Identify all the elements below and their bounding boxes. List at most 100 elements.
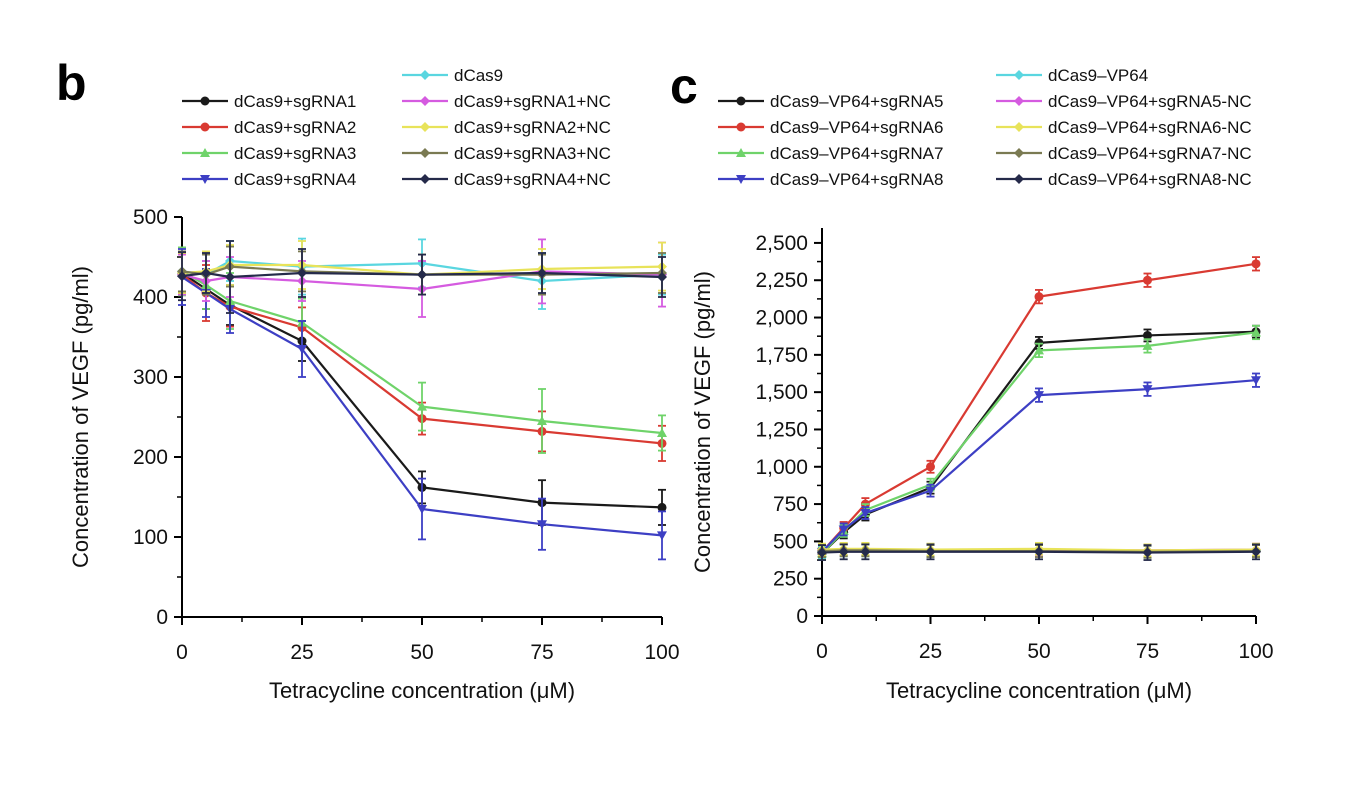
legend-label: dCas9–VP64+sgRNA5	[770, 92, 943, 111]
legend-marker	[1014, 174, 1024, 184]
y-tick-label: 250	[773, 568, 808, 591]
data-point	[297, 345, 307, 354]
legend-marker	[420, 70, 430, 80]
data-point	[417, 505, 427, 514]
legend: dCas9+sgRNA1 dCas9+sgRNA2 dCas9+sgRNA3 dCas…	[182, 66, 611, 189]
legend-marker	[1014, 96, 1024, 106]
data-point	[817, 547, 827, 558]
y-tick-label: 0	[796, 605, 808, 628]
legend-label: dCas9+sgRNA3	[234, 144, 356, 163]
data-point	[657, 531, 667, 541]
x-tick-label: 0	[176, 641, 188, 664]
legend-label: dCas9+sgRNA1	[234, 92, 356, 111]
legend-marker	[420, 122, 430, 132]
series-4	[817, 372, 1261, 559]
y-axis-title: Concentration of VEGF (pg/ml)	[68, 266, 93, 568]
data-point	[201, 268, 211, 278]
legend-marker	[736, 122, 746, 132]
legend-marker	[420, 96, 430, 106]
y-tick-label: 0	[156, 606, 168, 629]
y-tick-label: 1,750	[755, 344, 808, 367]
y-axis-title: Concentration of VEGF (pg/ml)	[690, 271, 715, 573]
data-point	[1251, 327, 1261, 337]
y-tick-label: 500	[773, 530, 808, 553]
data-point	[177, 271, 187, 282]
data-point	[1251, 546, 1261, 557]
data-point	[1142, 340, 1153, 350]
legend-marker	[200, 175, 210, 184]
y-tick-label: 300	[133, 366, 168, 389]
legend-item: dCas9–VP64+sgRNA8-NC	[996, 170, 1252, 189]
data-point	[1251, 376, 1261, 386]
legend-item: dCas9+sgRNA3+NC	[402, 144, 611, 163]
data-point	[925, 546, 936, 557]
legend-label: dCas9–VP64+sgRNA6	[770, 118, 943, 137]
legend-item: dCas9+sgRNA1+NC	[402, 92, 611, 111]
y-tick-label: 1,000	[755, 456, 808, 479]
legend-marker	[200, 148, 210, 157]
legend-item: dCas9–VP64	[996, 66, 1148, 85]
legend-item: dCas9+sgRNA4	[182, 170, 356, 189]
x-tick-label: 75	[1136, 640, 1159, 663]
legend-label: dCas9–VP64+sgRNA8-NC	[1048, 170, 1252, 189]
x-tick-label: 75	[530, 641, 553, 664]
legend-marker	[736, 148, 746, 157]
y-tick-label: 500	[133, 206, 168, 229]
data-point	[926, 462, 935, 472]
data-point	[1143, 275, 1152, 285]
data-point	[838, 525, 849, 535]
legend-marker	[200, 122, 210, 132]
data-point	[925, 486, 936, 496]
legend-item: dCas9–VP64+sgRNA6-NC	[996, 118, 1252, 137]
legend-marker	[1014, 122, 1024, 132]
legend-item: dCas9+sgRNA1	[182, 92, 356, 111]
legend-marker	[420, 174, 430, 184]
legend-marker	[1014, 70, 1024, 80]
legend-label: dCas9+sgRNA2+NC	[454, 118, 611, 137]
x-tick-label: 100	[1238, 640, 1273, 663]
legend-label: dCas9+sgRNA2	[234, 118, 356, 137]
y-tick-label: 2,250	[755, 269, 808, 292]
legend-marker	[1014, 148, 1024, 158]
data-point	[225, 272, 235, 282]
panel-letter: b	[56, 55, 87, 111]
legend-item: dCas9+sgRNA2+NC	[402, 118, 611, 137]
panel-b: b 0 100 200 300 400 500 0 25 50 75 100 Tetracycline …	[56, 55, 680, 703]
legend: dCas9–VP64+sgRNA5 dCas9–VP64+sgRNA6 dCas9–…	[718, 66, 1252, 189]
legend-label: dCas9+sgRNA4	[234, 170, 356, 189]
series-9	[817, 543, 1261, 561]
x-tick-label: 50	[410, 641, 433, 664]
y-tick-label: 1,250	[755, 418, 808, 441]
data-point	[537, 520, 547, 530]
legend-label: dCas9–VP64+sgRNA7-NC	[1048, 144, 1252, 163]
x-tick-label: 25	[290, 641, 313, 664]
legend-label: dCas9	[454, 66, 503, 85]
legend-label: dCas9–VP64+sgRNA8	[770, 170, 943, 189]
data-point	[417, 401, 427, 411]
y-tick-label: 200	[133, 446, 168, 469]
series-3	[817, 324, 1261, 561]
data-point	[657, 502, 667, 512]
x-tick-label: 25	[919, 640, 942, 663]
series-line	[821, 379, 1257, 553]
y-tick-label: 100	[133, 526, 168, 549]
legend-marker	[420, 148, 430, 158]
y-tick-label: 2,500	[755, 232, 808, 255]
legend-item: dCas9–VP64+sgRNA7-NC	[996, 144, 1252, 163]
legend-item: dCas9–VP64+sgRNA5	[718, 92, 943, 111]
legend-label: dCas9+sgRNA3+NC	[454, 144, 611, 163]
legend-label: dCas9–VP64+sgRNA7	[770, 144, 943, 163]
data-point	[1034, 391, 1044, 401]
legend-marker	[200, 96, 210, 106]
legend-item: dCas9–VP64+sgRNA7	[718, 144, 943, 163]
x-tick-label: 50	[1027, 640, 1050, 663]
data-point	[657, 428, 667, 437]
data-point	[860, 546, 871, 557]
legend-marker	[736, 175, 746, 184]
panel-letter: c	[670, 58, 698, 114]
legend-label: dCas9–VP64+sgRNA6-NC	[1048, 118, 1252, 137]
legend-item: dCas9–VP64+sgRNA6	[718, 118, 943, 137]
legend-label: dCas9+sgRNA4+NC	[454, 170, 611, 189]
legend-item: dCas9	[402, 66, 503, 85]
series-line	[821, 330, 1257, 555]
